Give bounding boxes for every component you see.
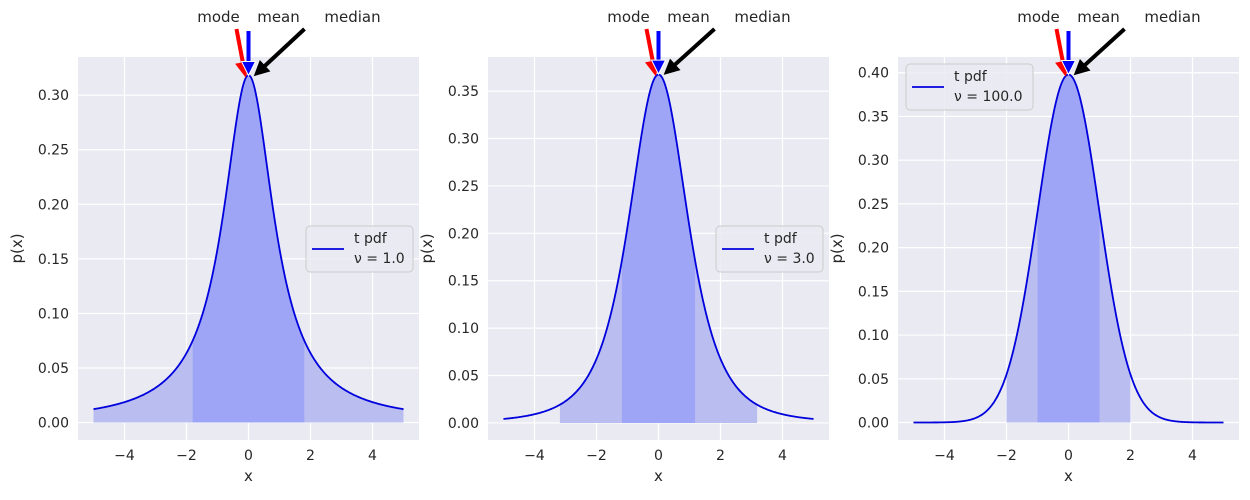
median-label: median [1144,8,1200,26]
x-tick-label: 0 [1064,448,1073,464]
y-tick-label: 0.20 [448,226,479,242]
legend-frame [715,225,824,273]
x-tick-label: −4 [934,448,955,464]
mean-annotation: mean [650,8,710,76]
x-tick-label: 2 [306,448,315,464]
x-tick-label: 2 [1126,448,1135,464]
y-tick-label: 0.05 [448,369,479,385]
median-label: median [324,8,380,26]
legend: t pdf ν = 3.0 [715,225,824,273]
y-tick-label: 0.30 [858,153,889,169]
legend-frame [305,225,414,273]
x-tick-label: −4 [114,448,135,464]
x-tick-label: −2 [996,448,1017,464]
chart-panel-3: −4 −2 0 2 4 0.00 0.05 0.10 0.15 0.20 0.25 0.30 0.35 0… [828,8,1239,485]
median-label: median [734,8,790,26]
x-tick-label: 4 [778,448,787,464]
median-annotation: median [253,8,381,77]
y-tick-label: 0.05 [38,361,69,377]
median-arrow-shaft [1083,27,1126,67]
legend-label: t pdf [354,231,388,247]
x-tick-label: −4 [524,448,545,464]
legend-label: t pdf [954,69,988,85]
y-tick-label: 0.05 [858,372,889,388]
y-tick-label: 0.10 [38,306,69,322]
mode-label: mode [607,8,650,26]
legend-nu-value: ν = 1.0 [354,251,405,267]
median-annotation: median [663,8,791,75]
mean-annotation: mean [240,8,300,77]
median-arrow-shaft [673,27,716,67]
y-tick-label: 0.15 [448,274,479,290]
mean-arrow-head [650,59,667,76]
y-tick-label: 0.00 [448,416,479,432]
y-tick-label: 0.20 [858,241,889,257]
median-arrow-head [663,58,681,75]
x-axis-label: x [654,467,663,485]
y-tick-label: 0.30 [448,132,479,148]
x-axis-label: x [244,467,253,485]
y-tick-label: 0.20 [38,197,69,213]
y-tick-label: 0.00 [38,416,69,432]
chart-panel-1: −4 −2 0 2 4 0.00 0.05 0.10 0.15 0.20 0.25 0.30 x p(x)… [8,8,419,485]
x-tick-label: 0 [654,448,663,464]
mean-arrow-head [240,61,257,77]
y-tick-label: 0.10 [858,328,889,344]
x-tick-label: 2 [716,448,725,464]
chart-panel-2: −4 −2 0 2 4 0.00 0.05 0.10 0.15 0.20 0.25 0.30 0.35 x… [418,8,829,485]
legend: t pdf ν = 1.0 [305,225,414,273]
legend-nu-value: ν = 3.0 [764,251,815,267]
legend-frame [905,63,1034,111]
mode-arrow-shaft [234,28,245,64]
x-tick-label: 4 [368,448,377,464]
x-tick-label: −2 [176,448,197,464]
y-tick-label: 0.15 [38,252,69,268]
mode-label: mode [1017,8,1060,26]
mode-label: mode [197,8,240,26]
median-arrow-head [1073,58,1091,76]
y-tick-label: 0.25 [858,197,889,213]
mean-label: mean [667,8,710,26]
legend: t pdf ν = 100.0 [905,63,1034,111]
y-tick-label: 0.35 [858,109,889,125]
y-tick-label: 0.35 [448,84,479,100]
mean-label: mean [257,8,300,26]
mean-annotation: mean [1060,8,1120,76]
y-tick-label: 0.00 [858,416,889,432]
mean-label: mean [1077,8,1120,26]
legend-nu-value: ν = 100.0 [954,89,1023,105]
mean-arrow-head [1060,60,1077,76]
y-tick-label: 0.25 [448,179,479,195]
legend-label: t pdf [764,231,798,247]
y-axis-label: p(x) [418,233,436,263]
x-axis-label: x [1064,467,1073,485]
y-tick-label: 0.10 [448,321,479,337]
shaded-center-region [1037,74,1100,423]
y-axis-label: p(x) [828,233,846,263]
y-tick-label: 0.25 [38,143,69,159]
shaded-center-region [192,75,305,423]
y-tick-label: 0.40 [858,66,889,82]
x-tick-label: −2 [586,448,607,464]
median-arrow-head [253,59,271,77]
y-axis-label: p(x) [8,233,26,263]
y-tick-label: 0.15 [858,284,889,300]
mode-arrow-shaft [644,28,655,62]
shaded-center-region [621,74,696,423]
x-tick-label: 0 [244,448,253,464]
x-tick-label: 4 [1188,448,1197,464]
median-arrow-shaft [263,27,306,68]
y-tick-label: 0.30 [38,88,69,104]
median-annotation: median [1073,8,1201,76]
mode-arrow-shaft [1054,28,1065,63]
